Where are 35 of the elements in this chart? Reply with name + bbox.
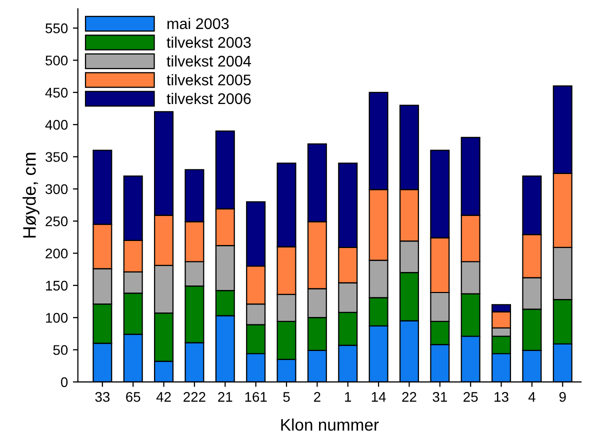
y-tick-label: 200	[46, 248, 68, 258]
y-tick-label: 500	[46, 56, 68, 66]
y-tick-label: 150	[46, 280, 68, 291]
y-tick-label: 250	[46, 216, 68, 226]
y-tick-label: 0	[60, 377, 68, 388]
y-tick-label: 550	[46, 23, 68, 34]
x-tick-label: 5	[283, 392, 290, 402]
legend-label: tilvekst 2006	[166, 92, 251, 104]
x-tick-label: 22	[402, 392, 416, 402]
x-tick-label: 2	[314, 392, 320, 402]
legend-label: tilvekst 2004	[166, 55, 251, 67]
legend-label: tilvekst 2003	[166, 36, 251, 48]
y-tick-label: 100	[46, 312, 68, 323]
legend-label: tilvekst 2005	[166, 74, 251, 86]
x-tick-label: 31	[432, 392, 447, 402]
x-tick-label: 33	[95, 392, 110, 402]
x-tick-label: 25	[464, 392, 478, 402]
x-tick-label: 14	[372, 392, 386, 402]
x-axis-title: Klon nummer	[281, 418, 379, 431]
y-tick-label: 400	[45, 120, 68, 130]
x-tick-label: 21	[218, 392, 232, 402]
y-tick-label: 350	[46, 152, 68, 162]
x-tick-label: 222	[184, 392, 206, 402]
y-tick-label: 300	[46, 184, 68, 194]
x-tick-label: 65	[126, 392, 140, 402]
x-tick-label: 42	[156, 392, 171, 402]
y-tick-label: 50	[53, 345, 68, 355]
x-tick-label: 9	[559, 392, 566, 402]
x-tick-label: 161	[245, 392, 267, 402]
x-tick-label: 4	[528, 392, 536, 402]
y-tick-label: 450	[45, 88, 68, 98]
x-tick-label: 1	[345, 392, 352, 402]
x-tick-label: 13	[494, 392, 508, 402]
y-axis-title: Høyde, cm	[22, 152, 40, 238]
legend-label: mai 2003	[167, 18, 229, 30]
